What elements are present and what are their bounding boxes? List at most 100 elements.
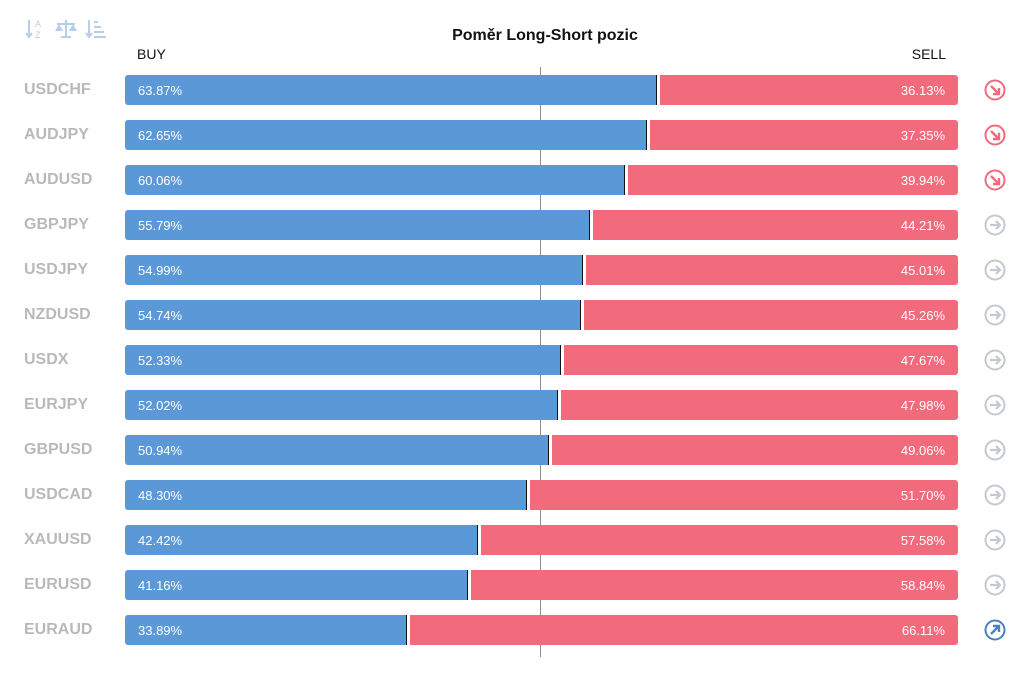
buy-bar [125, 120, 647, 150]
sort-alpha-icon[interactable]: A Z [24, 16, 48, 42]
sell-bar [584, 300, 958, 330]
sell-bar [586, 255, 958, 285]
chart-row: USDJPY 54.99% 45.01% [0, 255, 1024, 285]
trend-down-icon[interactable] [984, 79, 1006, 101]
pair-label[interactable]: AUDJPY [24, 126, 89, 143]
sell-value-label: 37.35% [900, 128, 945, 143]
ratio-divider [477, 525, 481, 555]
buy-bar [125, 300, 581, 330]
buy-bar [125, 615, 407, 645]
ratio-bar: 48.30% 51.70% [125, 480, 958, 510]
pair-label[interactable]: EURAUD [24, 621, 93, 638]
sell-value-label: 39.94% [900, 173, 945, 188]
ratio-bar: 50.94% 49.06% [125, 435, 958, 465]
trend-neutral-icon[interactable] [984, 439, 1006, 461]
buy-value-label: 48.30% [138, 488, 183, 503]
ratio-divider [589, 210, 593, 240]
buy-value-label: 55.79% [138, 218, 183, 233]
sell-bar [561, 390, 958, 420]
chart-row: NZDUSD 54.74% 45.26% [0, 300, 1024, 330]
trend-neutral-icon[interactable] [984, 529, 1006, 551]
trend-neutral-icon[interactable] [984, 394, 1006, 416]
trend-neutral-icon[interactable] [984, 304, 1006, 326]
chart-row: XAUUSD 42.42% 57.58% [0, 525, 1024, 555]
chart-row: AUDJPY 62.65% 37.35% [0, 120, 1024, 150]
pair-label[interactable]: EURUSD [24, 576, 92, 593]
buy-value-label: 63.87% [138, 83, 183, 98]
buy-bar [125, 480, 527, 510]
sell-bar [530, 480, 958, 510]
buy-bar [125, 75, 657, 105]
sell-value-label: 47.67% [900, 353, 945, 368]
pair-label[interactable]: USDJPY [24, 261, 89, 278]
buy-bar [125, 255, 583, 285]
pair-label[interactable]: GBPJPY [24, 216, 89, 233]
chart-row: USDCHF 63.87% 36.13% [0, 75, 1024, 105]
pair-label[interactable]: USDCAD [24, 486, 93, 503]
trend-neutral-icon[interactable] [984, 574, 1006, 596]
svg-text:A: A [35, 19, 41, 29]
buy-value-label: 54.99% [138, 263, 183, 278]
chart-title: Poměr Long-Short pozic [452, 27, 638, 44]
ratio-bar: 52.02% 47.98% [125, 390, 958, 420]
pair-label[interactable]: USDCHF [24, 81, 91, 98]
balance-scale-icon[interactable] [54, 16, 78, 42]
buy-bar [125, 390, 558, 420]
chart-row: USDX 52.33% 47.67% [0, 345, 1024, 375]
pair-label[interactable]: AUDUSD [24, 171, 93, 188]
ratio-bar: 52.33% 47.67% [125, 345, 958, 375]
ratio-divider [548, 435, 552, 465]
ratio-bar: 41.16% 58.84% [125, 570, 958, 600]
sell-value-label: 45.26% [900, 308, 945, 323]
buy-value-label: 33.89% [138, 623, 183, 638]
sell-bar [552, 435, 958, 465]
ratio-divider [557, 390, 561, 420]
sell-value-label: 44.21% [900, 218, 945, 233]
buy-value-label: 41.16% [138, 578, 183, 593]
ratio-bar: 55.79% 44.21% [125, 210, 958, 240]
trend-down-icon[interactable] [984, 124, 1006, 146]
buy-value-label: 52.33% [138, 353, 183, 368]
ratio-bar: 54.74% 45.26% [125, 300, 958, 330]
sell-value-label: 58.84% [900, 578, 945, 593]
trend-neutral-icon[interactable] [984, 484, 1006, 506]
chart-row: EURAUD 33.89% 66.11% [0, 615, 1024, 645]
trend-down-icon[interactable] [984, 169, 1006, 191]
trend-up-icon[interactable] [984, 619, 1006, 641]
ratio-bar: 42.42% 57.58% [125, 525, 958, 555]
buy-bar [125, 165, 625, 195]
buy-value-label: 42.42% [138, 533, 183, 548]
buy-value-label: 50.94% [138, 443, 183, 458]
chart-row: USDCAD 48.30% 51.70% [0, 480, 1024, 510]
sell-value-label: 45.01% [900, 263, 945, 278]
buy-bar [125, 525, 478, 555]
buy-bar [125, 345, 561, 375]
ratio-bar: 60.06% 39.94% [125, 165, 958, 195]
trend-neutral-icon[interactable] [984, 259, 1006, 281]
trend-neutral-icon[interactable] [984, 214, 1006, 236]
buy-bar [125, 570, 468, 600]
chart-row: EURUSD 41.16% 58.84% [0, 570, 1024, 600]
ratio-divider [406, 615, 410, 645]
ratio-divider [560, 345, 564, 375]
ratio-divider [467, 570, 471, 600]
pair-label[interactable]: USDX [24, 351, 69, 368]
pair-label[interactable]: EURJPY [24, 396, 89, 413]
sell-bar [650, 120, 958, 150]
pair-label[interactable]: NZDUSD [24, 306, 91, 323]
buy-value-label: 54.74% [138, 308, 183, 323]
sell-value-label: 49.06% [900, 443, 945, 458]
sell-value-label: 51.70% [900, 488, 945, 503]
pair-label[interactable]: GBPUSD [24, 441, 93, 458]
ratio-bar: 54.99% 45.01% [125, 255, 958, 285]
ratio-divider [582, 255, 586, 285]
sell-bar [628, 165, 958, 195]
ratio-divider [646, 120, 650, 150]
chart-row: GBPUSD 50.94% 49.06% [0, 435, 1024, 465]
pair-label[interactable]: XAUUSD [24, 531, 92, 548]
trend-neutral-icon[interactable] [984, 349, 1006, 371]
sort-desc-icon[interactable] [84, 16, 108, 42]
sell-bar [410, 615, 958, 645]
sell-header: SELL [911, 46, 946, 62]
ratio-divider [526, 480, 530, 510]
